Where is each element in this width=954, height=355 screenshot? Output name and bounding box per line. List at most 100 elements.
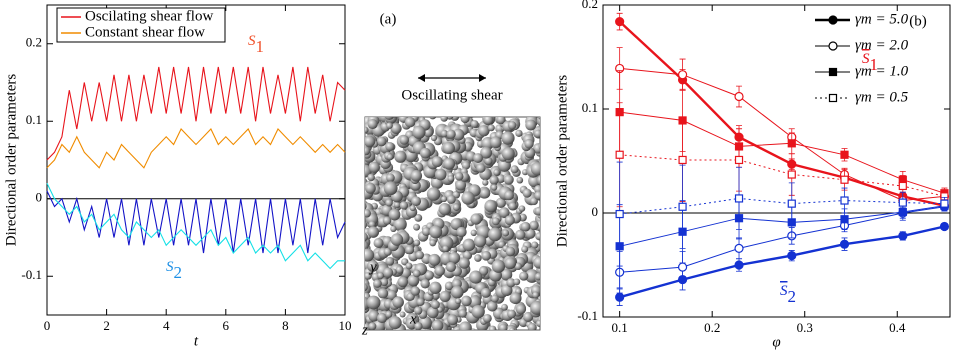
sphere xyxy=(468,117,474,118)
sphere xyxy=(365,209,371,218)
marker xyxy=(678,155,687,165)
sphere xyxy=(490,294,499,303)
sphere xyxy=(367,260,379,272)
sphere xyxy=(536,117,540,127)
sphere xyxy=(519,271,529,281)
sphere xyxy=(377,272,384,280)
sphere xyxy=(500,284,513,297)
marker xyxy=(734,155,744,165)
sphere xyxy=(434,168,447,181)
sphere xyxy=(496,117,506,125)
sphere xyxy=(416,297,425,306)
marker xyxy=(734,260,744,270)
marker xyxy=(840,150,849,159)
sphere xyxy=(411,196,422,207)
sphere xyxy=(373,279,382,288)
marker xyxy=(898,198,907,207)
sphere xyxy=(507,121,517,130)
sphere xyxy=(506,278,516,288)
sphere xyxy=(365,248,375,262)
annotation-symbol: S xyxy=(780,283,788,299)
sphere xyxy=(383,181,398,196)
sphere xyxy=(415,250,424,260)
marker xyxy=(615,209,624,219)
sphere xyxy=(412,125,426,139)
sphere xyxy=(473,234,487,248)
sphere xyxy=(399,135,410,145)
y-tick-label: 0.1 xyxy=(26,112,42,127)
sphere xyxy=(399,201,409,210)
sphere xyxy=(503,174,514,185)
marker xyxy=(828,15,838,25)
axis-y-label: y xyxy=(368,259,377,275)
sphere xyxy=(505,246,516,257)
x-tick-label: 10 xyxy=(339,318,352,333)
sphere xyxy=(405,245,415,255)
y-tick-label: 0 xyxy=(592,204,599,219)
series-line xyxy=(46,128,346,169)
sphere xyxy=(462,238,476,252)
sphere xyxy=(456,226,467,238)
sphere xyxy=(413,239,421,247)
sphere xyxy=(407,274,420,287)
sphere xyxy=(365,240,369,251)
sphere xyxy=(395,266,404,274)
sphere xyxy=(409,205,416,212)
sphere xyxy=(397,276,409,288)
sphere xyxy=(367,173,375,182)
sphere xyxy=(509,327,516,330)
sphere xyxy=(501,147,515,161)
sphere xyxy=(365,146,371,156)
sphere xyxy=(491,259,506,273)
sphere xyxy=(368,161,380,173)
sphere xyxy=(393,201,401,209)
sphere xyxy=(377,288,389,299)
sphere xyxy=(535,232,540,241)
sphere xyxy=(528,174,540,188)
panel: -0.1 0 0.1 0.2 0 2 4 6 8 10 t Directional order par… xyxy=(3,4,396,349)
sphere xyxy=(366,295,381,310)
sphere xyxy=(442,245,449,253)
series-line xyxy=(619,205,945,247)
x-tick-label: 0.1 xyxy=(612,320,628,335)
sphere xyxy=(504,257,517,269)
sphere xyxy=(440,129,449,138)
sphere xyxy=(376,312,388,324)
marker xyxy=(615,17,625,27)
sphere xyxy=(496,174,506,183)
sphere xyxy=(482,179,489,186)
sphere xyxy=(448,252,461,264)
y-axis-label: Directional order parameters xyxy=(3,74,19,247)
sphere xyxy=(531,241,539,249)
sphere xyxy=(392,296,404,308)
marker xyxy=(898,231,908,241)
sphere xyxy=(429,239,437,247)
sphere xyxy=(430,134,438,142)
sphere xyxy=(536,175,540,186)
sphere xyxy=(384,117,394,121)
sphere xyxy=(390,225,397,233)
sphere xyxy=(365,317,367,325)
sphere xyxy=(452,128,465,141)
marker xyxy=(839,239,850,249)
sphere xyxy=(476,163,486,173)
annotation-subscript: 1 xyxy=(870,55,879,74)
sphere xyxy=(368,310,380,322)
axis-x-label: x xyxy=(409,311,417,327)
x-axis-label: φ xyxy=(772,334,780,350)
sphere xyxy=(394,150,407,163)
annotation: S2 xyxy=(166,259,182,281)
annotation-subscript: 2 xyxy=(788,287,797,306)
sphere xyxy=(383,247,392,256)
sphere xyxy=(386,173,395,183)
sphere xyxy=(525,119,537,131)
sphere xyxy=(367,118,378,130)
sphere xyxy=(509,292,522,305)
marker xyxy=(615,292,625,302)
sphere xyxy=(534,272,540,281)
sphere xyxy=(458,257,470,269)
sphere xyxy=(368,322,377,330)
simulation-image: Oscillating shear y x z xyxy=(361,74,541,338)
sphere xyxy=(530,301,540,315)
sphere xyxy=(446,129,456,139)
